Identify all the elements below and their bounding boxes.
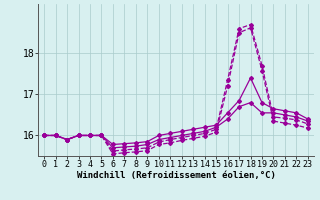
X-axis label: Windchill (Refroidissement éolien,°C): Windchill (Refroidissement éolien,°C) — [76, 171, 276, 180]
